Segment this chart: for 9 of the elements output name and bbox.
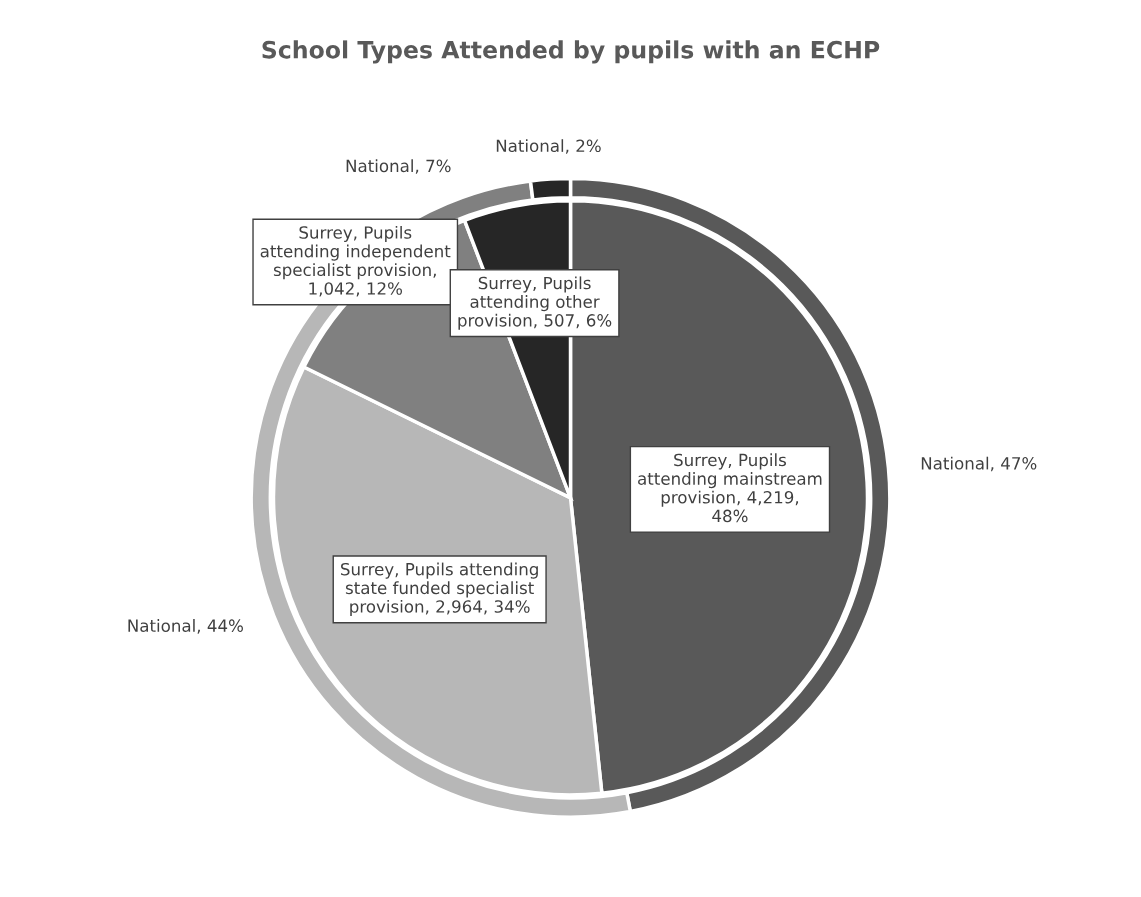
data-label: Surrey, Pupils attending other provision, 507, 6% [458, 276, 612, 330]
data-label: Surrey, Pupils attending independent specialist provision, 1,042, 12% [260, 225, 451, 297]
data-label: Surrey, Pupils attending state funded specialist provision, 2,964, 34% [341, 562, 538, 617]
data-label: National, 47% [921, 456, 1037, 472]
data-label: National, 44% [128, 619, 243, 634]
data-label: Surrey, Pupils attending mainstream provision, 4,219, 48% [638, 453, 822, 523]
data-label: National, 7% [346, 159, 451, 174]
chart-title: School Types Attended by pupils with an ECHP [262, 40, 880, 64]
data-label: National, 2% [496, 139, 601, 154]
